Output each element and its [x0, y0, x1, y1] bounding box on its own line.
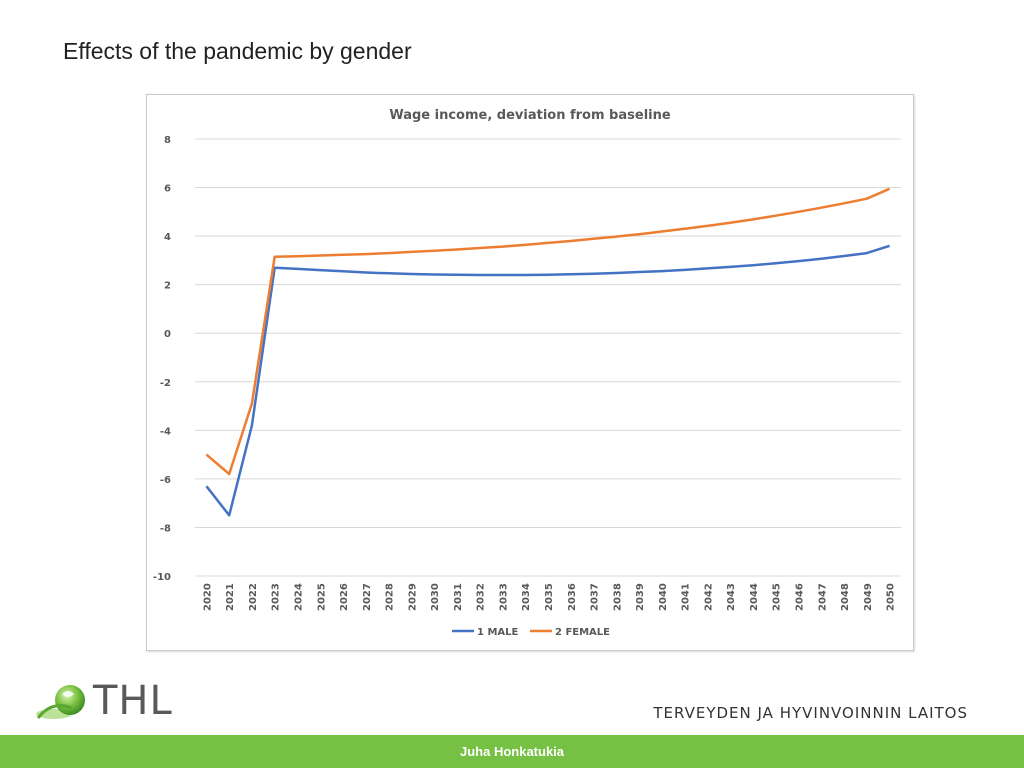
x-tick-label: 2040: [658, 583, 669, 611]
x-tick-label: 2034: [521, 583, 532, 611]
x-tick-label: 2038: [612, 583, 623, 611]
y-tick-label: 4: [164, 232, 171, 243]
x-tick-label: 2044: [749, 583, 760, 611]
y-tick-label: -8: [160, 523, 171, 534]
x-tick-label: 2050: [886, 583, 897, 611]
organization-name: TERVEYDEN JA HYVINVOINNIN LAITOS: [653, 704, 968, 722]
footer-bar: [0, 735, 1024, 768]
series-line-female: [205, 187, 891, 476]
x-tick-label: 2031: [453, 583, 464, 611]
y-tick-label: -6: [160, 475, 171, 486]
x-tick-label: 2029: [407, 583, 418, 611]
y-tick-label: -2: [160, 378, 171, 389]
x-tick-label: 2020: [202, 583, 213, 611]
x-tick-label: 2021: [225, 583, 236, 611]
x-tick-label: 2035: [544, 583, 555, 611]
x-tick-label: 2030: [430, 583, 441, 611]
x-tick-label: 2049: [863, 583, 874, 611]
x-tick-label: 2023: [271, 583, 282, 611]
x-tick-label: 2046: [795, 583, 806, 611]
legend-label-male: 1 MALE: [477, 627, 519, 638]
x-tick-label: 2032: [476, 583, 487, 611]
x-tick-label: 2047: [817, 583, 828, 611]
y-tick-label: 8: [164, 135, 171, 146]
y-tick-label: -4: [160, 426, 171, 437]
thl-leaf-logo-icon: [36, 685, 85, 719]
series-line-male: [205, 244, 890, 517]
x-tick-label: 2037: [590, 583, 601, 611]
x-tick-label: 2024: [293, 583, 304, 611]
x-tick-label: 2043: [726, 583, 737, 611]
x-tick-label: 2022: [248, 583, 259, 611]
y-tick-label: 0: [164, 329, 171, 340]
x-tick-label: 2042: [703, 583, 714, 611]
wage-income-line-chart: Wage income, deviation from baseline 8 6 4 2…: [153, 108, 901, 638]
chart-title: Wage income, deviation from baseline: [389, 108, 671, 123]
x-tick-label: 2033: [498, 583, 509, 611]
x-tick-label: 2039: [635, 583, 646, 611]
legend-label-female: 2 FEMALE: [555, 627, 610, 638]
logo-text: THL: [93, 678, 173, 724]
y-tick-label: -10: [153, 572, 171, 583]
x-tick-label: 2041: [681, 583, 692, 611]
y-tick-label: 2: [164, 281, 171, 292]
x-tick-label: 2048: [840, 583, 851, 611]
chart-container: Wage income, deviation from baseline 8 6 4 2…: [146, 94, 914, 651]
x-tick-label: 2026: [339, 583, 350, 611]
x-tick-label: 2028: [385, 583, 396, 611]
y-tick-label: 6: [164, 184, 171, 195]
x-tick-label: 2036: [567, 583, 578, 611]
x-tick-label: 2027: [362, 583, 373, 611]
footer-author: Juha Honkatukia: [459, 744, 565, 759]
x-tick-label: 2045: [772, 583, 783, 611]
slide-title: Effects of the pandemic by gender: [63, 38, 412, 64]
x-tick-label: 2025: [316, 583, 327, 611]
